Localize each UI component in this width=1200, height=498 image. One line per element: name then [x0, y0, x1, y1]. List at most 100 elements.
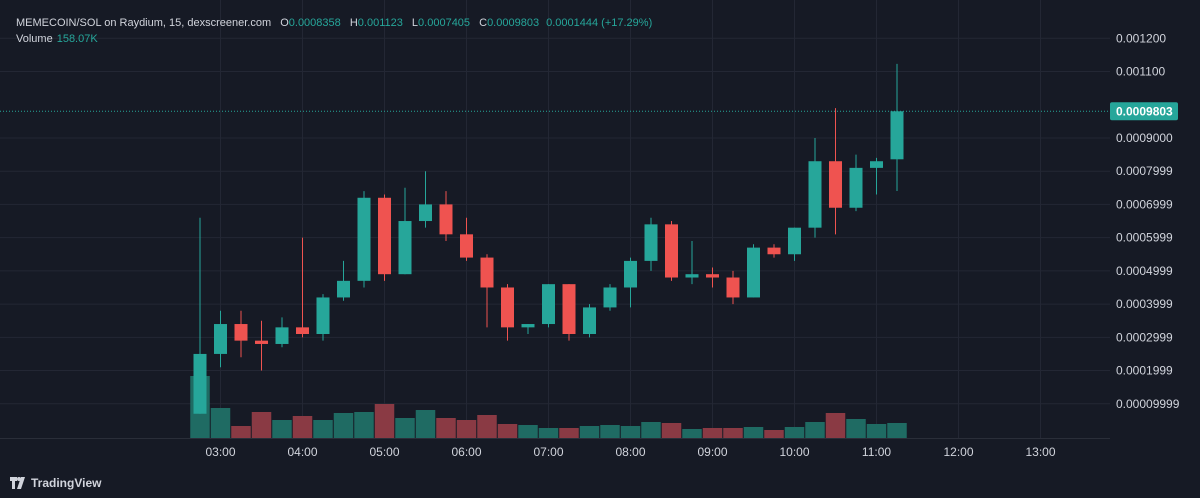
candle-body — [890, 111, 904, 160]
tradingview-logo-text: TradingView — [31, 476, 102, 490]
volume-bar — [579, 426, 600, 438]
candle — [542, 284, 555, 328]
volume-bar — [477, 415, 497, 438]
price-tick-label: 0.00009999 — [1116, 397, 1180, 411]
volume-label[interactable]: Volume — [16, 33, 53, 45]
volume-bar — [559, 428, 579, 438]
candle-body — [685, 274, 699, 278]
candle — [419, 171, 432, 228]
candle — [685, 240, 699, 285]
time-axis[interactable]: 03:00 04:00 05:00 06:00 07:00 08:00 09:00 10:00… — [205, 445, 1055, 459]
candle — [378, 194, 391, 281]
volume-bar — [395, 418, 415, 438]
time-tick-label: 03:00 — [205, 445, 235, 459]
candle — [193, 217, 207, 414]
volume-bar — [272, 420, 292, 438]
candle-body — [706, 274, 719, 278]
candle-body — [316, 297, 330, 334]
volume-bar — [497, 424, 518, 438]
candle — [296, 237, 309, 338]
close-label: C — [479, 17, 488, 29]
candle — [316, 294, 330, 341]
volume-bar — [641, 422, 661, 438]
open-label: O — [280, 17, 289, 29]
volume-bar — [251, 412, 272, 438]
candle — [706, 267, 719, 288]
volume-bar — [292, 416, 313, 438]
volume-bar — [600, 425, 620, 438]
candle-body — [870, 161, 883, 168]
candle-body — [624, 260, 637, 288]
time-tick-label: 13:00 — [1025, 445, 1055, 459]
candle-body — [726, 277, 740, 298]
volume-bar — [743, 427, 764, 438]
candle — [357, 191, 371, 288]
time-tick-label: 05:00 — [369, 445, 399, 459]
candle — [460, 217, 473, 261]
candlesticks — [193, 63, 904, 414]
price-tick-label: 0.0003999 — [1116, 297, 1173, 311]
candle-body — [501, 287, 514, 328]
volume-bar — [825, 413, 846, 438]
price-axis[interactable]: 0.00009999 0.0001999 0.0002999 0.0003999 0.0… — [1116, 31, 1180, 410]
candle — [398, 187, 412, 275]
candle-body — [747, 247, 760, 298]
candle — [439, 191, 453, 241]
volume-bar — [620, 426, 641, 438]
chart-legend: MEMECOIN/SOL on Raydium, 15, dexscreener… — [16, 15, 652, 47]
price-tick-label: 0.0005999 — [1116, 231, 1173, 245]
volume-bar — [374, 404, 395, 438]
volume-bar — [231, 426, 251, 438]
low-label: L — [411, 17, 419, 29]
price-tick-label: 0.0006999 — [1116, 197, 1173, 211]
candle-body — [829, 161, 842, 208]
time-tick-label: 07:00 — [533, 445, 563, 459]
candle — [726, 270, 740, 305]
volume-bar — [456, 420, 477, 438]
candle-body — [480, 257, 494, 288]
candle-body — [214, 324, 227, 354]
close-value: 0.0009803 — [487, 17, 540, 29]
price-tick-label: 0.001100 — [1116, 65, 1165, 79]
price-tick-label: 0.0004999 — [1116, 264, 1173, 278]
candle-body — [583, 307, 596, 334]
time-tick-label: 06:00 — [451, 445, 481, 459]
volume-bar — [764, 430, 784, 438]
open-value: 0.0008358 — [288, 17, 341, 29]
price-tick-label: 0.001200 — [1116, 31, 1166, 45]
volume-bar — [436, 418, 456, 438]
candle — [521, 324, 535, 334]
volume-bar — [313, 420, 333, 438]
symbol-title[interactable]: MEMECOIN/SOL on Raydium, 15, dexscreener… — [16, 17, 272, 29]
last-price-label: 0.0009803 — [1116, 104, 1173, 118]
grid-lines — [0, 0, 1110, 438]
candle-body — [788, 227, 801, 255]
price-tick-label: 0.0007999 — [1116, 164, 1173, 178]
volume-bar — [518, 425, 538, 438]
candle — [870, 157, 883, 195]
candle-body — [357, 197, 371, 281]
volume-row: Volume 158.07K — [16, 31, 652, 47]
candle-body — [378, 197, 391, 275]
candle-body — [808, 161, 822, 228]
high-label: H — [349, 17, 358, 29]
candle — [747, 244, 760, 298]
tradingview-logo-icon — [10, 477, 25, 489]
candle — [480, 254, 494, 328]
candle — [849, 154, 863, 212]
last-price-marker: 0.0009803 — [1110, 102, 1178, 121]
candle — [829, 108, 842, 235]
candle-body — [439, 204, 453, 235]
volume-bar — [682, 429, 702, 438]
time-tick-label: 04:00 — [287, 445, 317, 459]
candle — [624, 257, 637, 308]
volume-bar — [538, 428, 559, 438]
time-tick-label: 10:00 — [779, 445, 809, 459]
candle — [644, 217, 658, 271]
volume-bar — [723, 428, 743, 438]
candle-body — [644, 224, 658, 261]
last-price-box — [1110, 102, 1178, 121]
candle — [337, 260, 350, 301]
tradingview-logo[interactable]: TradingView — [10, 476, 101, 490]
